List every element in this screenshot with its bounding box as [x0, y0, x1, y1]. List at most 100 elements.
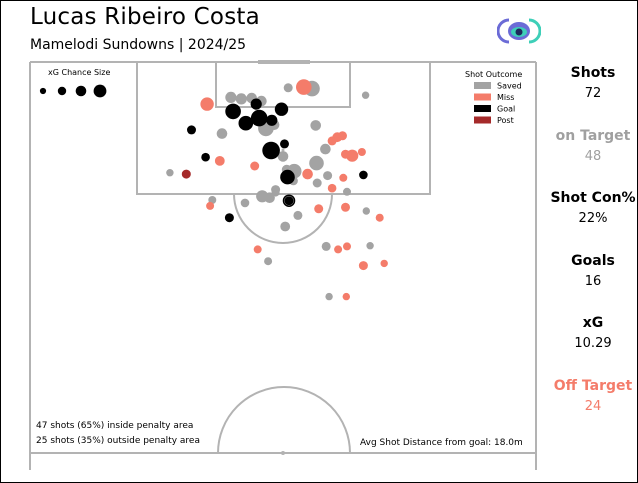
shot-marker-goal [224, 213, 234, 223]
shot-marker-saved [264, 257, 273, 266]
shot-marker-miss [358, 261, 368, 271]
shot-marker-miss [314, 204, 324, 214]
shot-marker-miss [342, 292, 350, 301]
centre-spot [281, 451, 285, 455]
shot-marker-saved [343, 187, 351, 196]
shot-marker-goal [187, 125, 196, 135]
shot-marker-miss [339, 173, 348, 182]
logo-arc-left [497, 18, 510, 44]
shot-marker-saved [310, 120, 322, 131]
shot-marker-saved [235, 93, 247, 105]
shot-marker-saved [323, 171, 333, 181]
penalty-arc [233, 193, 333, 244]
legend-swatch-miss [474, 93, 491, 101]
legend-swatch-post [474, 116, 491, 124]
size-legend-marker [57, 86, 67, 96]
shot-marker-saved [309, 155, 324, 171]
shot-marker-miss [200, 97, 214, 111]
size-legend-marker [93, 84, 107, 98]
page-subtitle: Mamelodi Sundowns | 2024/25 [30, 37, 247, 53]
shot-marker-goal [284, 196, 294, 206]
shot-marker-goal [250, 98, 262, 110]
shot-marker-miss [327, 136, 337, 146]
shot-marker-goal [280, 139, 289, 149]
inside-box-note: 47 shots (65%) inside penalty area [36, 421, 194, 431]
pitch-markings [29, 61, 537, 470]
page-title: Lucas Ribeiro Costa [30, 4, 260, 30]
stat-off-target: Off Target 24 [540, 378, 638, 414]
stat-shots-value: 72 [584, 86, 602, 101]
shot-marker-saved [321, 241, 331, 251]
shot-marker-miss [214, 156, 225, 166]
shot-marker-miss [296, 79, 312, 95]
shot-marker-saved [366, 242, 374, 250]
shot-marker-miss [357, 148, 366, 156]
stat-shot-conversion-value: 22% [578, 211, 608, 226]
outcome-legend-items: Saved Miss Goal Post [474, 82, 522, 125]
logo-arc-right [528, 18, 541, 44]
shot-marker-ring [282, 194, 296, 207]
shot-marker-miss [250, 161, 260, 171]
stat-shot-conversion: Shot Con% 22% [540, 190, 638, 226]
shot-marker-saved [280, 221, 291, 232]
stat-on-target: on Target 48 [540, 128, 638, 164]
shot-marker-miss [206, 201, 215, 210]
outcome-legend: Shot Outcome Saved Miss Goal Post [465, 70, 522, 125]
stat-goals-label: Goals [571, 253, 615, 269]
shot-marker-miss [343, 242, 351, 251]
shot-marker-saved [264, 192, 275, 203]
shot-marker-miss [346, 149, 359, 162]
size-legend-title: xG Chance Size [48, 68, 110, 77]
stat-xg-label: xG [582, 315, 604, 331]
shot-marker-miss [302, 168, 313, 180]
shot-marker-saved [277, 151, 289, 162]
shot-marker-goal [274, 102, 289, 116]
shot-marker-goal [266, 114, 278, 126]
shot-marker-miss [380, 259, 388, 268]
shot-marker-goal [280, 169, 295, 185]
legend-swatch-goal [474, 105, 491, 112]
stat-xg-value: 10.29 [574, 336, 612, 351]
stat-goals-value: 16 [584, 274, 602, 289]
shot-marker-saved [216, 128, 228, 139]
shot-marker-saved [362, 207, 370, 215]
shot-marker-post [181, 169, 191, 179]
shot-marker-goal [262, 141, 280, 160]
size-legend-markers [39, 84, 107, 98]
stat-off-target-label: Off Target [553, 378, 633, 394]
shot-marker-saved [312, 178, 322, 188]
stat-shot-conversion-label: Shot Con% [550, 190, 636, 206]
shot-marker-miss [338, 131, 347, 141]
shot-marker-saved [293, 210, 303, 220]
shot-marker-saved [320, 143, 331, 155]
legend-label-miss: Miss [497, 93, 514, 102]
shot-marker-saved [283, 83, 293, 93]
shot-marker-miss [375, 213, 384, 222]
stat-on-target-value: 48 [584, 149, 602, 164]
stat-goals: Goals 16 [540, 253, 638, 289]
shot-marker-goal [359, 170, 368, 180]
size-legend: xG Chance Size [39, 68, 110, 98]
centre-circle [217, 386, 351, 454]
shot-markers [166, 79, 388, 301]
stat-on-target-label: on Target [555, 128, 631, 144]
stat-xg: xG 10.29 [540, 315, 638, 351]
avg-distance-note: Avg Shot Distance from goal: 18.0m [360, 438, 523, 448]
stat-off-target-value: 24 [584, 399, 602, 414]
legend-label-goal: Goal [497, 105, 515, 114]
shot-marker-miss [334, 245, 343, 254]
penalty-spot [281, 148, 285, 152]
size-legend-marker [39, 87, 47, 95]
shot-marker-saved [240, 198, 250, 208]
shot-marker-goal [250, 109, 268, 127]
shot-marker-miss [341, 202, 350, 212]
size-legend-marker [75, 85, 87, 97]
legend-swatch-saved [474, 82, 491, 89]
legend-label-saved: Saved [497, 82, 522, 91]
shot-marker-miss [253, 245, 262, 254]
shot-marker-saved [325, 292, 333, 301]
logo-ball-icon [515, 28, 523, 36]
shot-marker-goal [225, 103, 241, 120]
stat-shots: Shots 72 [540, 65, 638, 101]
